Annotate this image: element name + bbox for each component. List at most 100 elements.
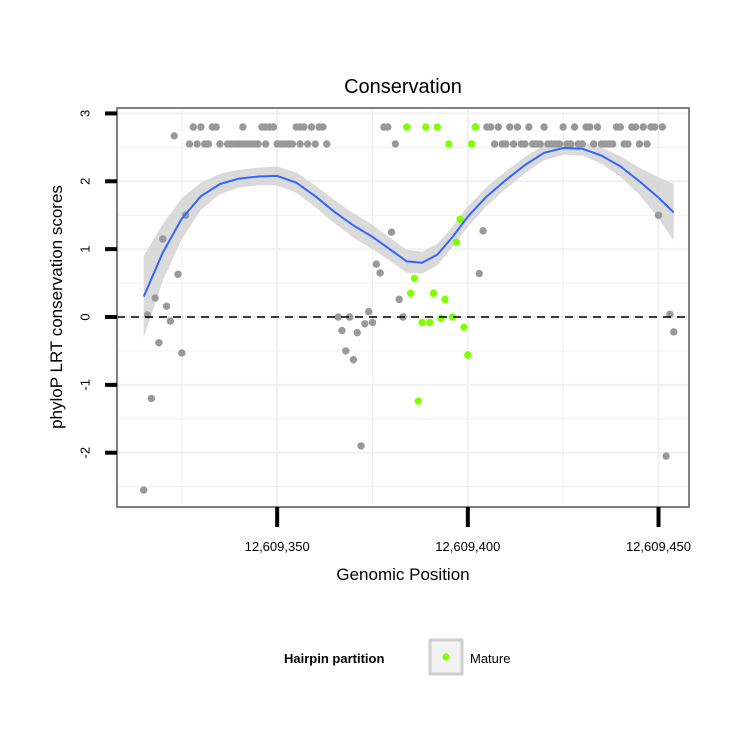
other-point: [487, 123, 495, 131]
smooth-line-layer: [142, 147, 675, 297]
other-point: [368, 318, 377, 327]
grid-lines: [117, 108, 689, 507]
other-point: [151, 294, 159, 302]
other-point: [525, 123, 533, 131]
other-point: [494, 123, 503, 131]
mature-point: [403, 123, 411, 131]
other-point: [319, 123, 327, 131]
mature-point: [418, 318, 426, 327]
other-point: [506, 123, 514, 131]
other-point: [631, 123, 640, 131]
other-point: [490, 140, 499, 148]
y-axis-title: phyloP LRT conservation scores: [47, 185, 66, 429]
mature-point: [467, 140, 476, 148]
axes-layer: -2 -1 0 1 2 3 12,609,350 12,609,400 12,609,450: [78, 110, 691, 554]
x-tick-label: 12,609,350: [245, 539, 310, 554]
other-point: [262, 140, 270, 148]
other-point: [391, 140, 400, 148]
mature-point: [414, 397, 422, 405]
mature-point: [429, 289, 438, 297]
other-point: [624, 140, 632, 148]
mature-point: [422, 123, 430, 131]
mature-point: [425, 318, 434, 327]
other-point: [654, 211, 663, 219]
other-point: [559, 123, 567, 131]
other-point: [162, 302, 171, 310]
y-tick-label: -1: [78, 379, 93, 391]
legend-label-mature: Mature: [470, 651, 510, 666]
other-point: [300, 123, 308, 131]
mature-point: [452, 238, 461, 247]
other-point: [303, 140, 312, 148]
other-point: [357, 442, 365, 450]
mature-point: [471, 123, 480, 131]
confidence-ribbon: [143, 141, 674, 338]
other-point: [635, 140, 644, 148]
other-point: [269, 123, 278, 131]
other-point: [639, 123, 647, 131]
other-point: [364, 307, 373, 316]
other-point: [174, 270, 182, 278]
mature-point: [464, 351, 472, 359]
mature-point: [445, 140, 453, 148]
other-point: [166, 317, 175, 325]
mature-point: [456, 215, 464, 223]
other-point: [536, 140, 544, 148]
smooth-line: [142, 147, 675, 297]
other-point: [650, 123, 659, 131]
other-point: [376, 269, 384, 277]
other-point: [311, 140, 319, 148]
other-point: [338, 326, 346, 335]
mature-point: [433, 123, 442, 131]
other-point: [662, 452, 670, 460]
other-point: [384, 123, 392, 131]
mature-point: [410, 274, 419, 283]
other-point: [342, 347, 350, 355]
other-point: [353, 328, 361, 337]
other-point: [212, 123, 220, 131]
other-point: [307, 123, 316, 131]
other-point: [475, 269, 483, 278]
chart-title: Conservation: [344, 76, 462, 98]
other-point: [387, 228, 396, 236]
other-point: [345, 313, 354, 321]
legend-key-mature-dot: [442, 653, 450, 661]
other-point: [349, 356, 358, 364]
other-point: [254, 140, 262, 148]
other-point: [670, 328, 678, 336]
other-point: [170, 132, 178, 140]
other-point: [567, 140, 575, 148]
mature-point: [406, 289, 415, 297]
other-point: [658, 123, 667, 131]
other-point: [540, 123, 548, 131]
other-point: [361, 320, 369, 328]
x-tick-label: 12,609,450: [626, 539, 691, 554]
y-tick-label: 1: [78, 246, 93, 253]
other-point: [586, 123, 594, 131]
other-point: [334, 313, 342, 321]
other-point: [521, 140, 529, 148]
other-point: [197, 123, 205, 131]
other-point: [139, 486, 148, 494]
other-point: [155, 339, 163, 347]
x-axis-title: Genomic Position: [336, 565, 469, 584]
y-tick-label: 0: [78, 313, 93, 320]
other-point: [666, 310, 674, 318]
other-point: [502, 140, 510, 148]
confidence-ribbon-layer: [143, 141, 674, 338]
y-tick-label: -2: [78, 447, 93, 459]
other-point: [555, 140, 564, 148]
other-point: [193, 140, 201, 148]
legend-title: Hairpin partition: [284, 651, 384, 666]
y-tick-label: 2: [78, 178, 93, 185]
y-tick-label: 3: [78, 110, 93, 117]
other-point: [185, 140, 194, 148]
other-point: [395, 295, 403, 304]
other-point: [616, 123, 625, 131]
other-point: [147, 394, 156, 403]
other-point: [296, 140, 304, 148]
other-point: [578, 140, 586, 148]
other-point: [288, 140, 297, 148]
other-point: [216, 140, 224, 148]
